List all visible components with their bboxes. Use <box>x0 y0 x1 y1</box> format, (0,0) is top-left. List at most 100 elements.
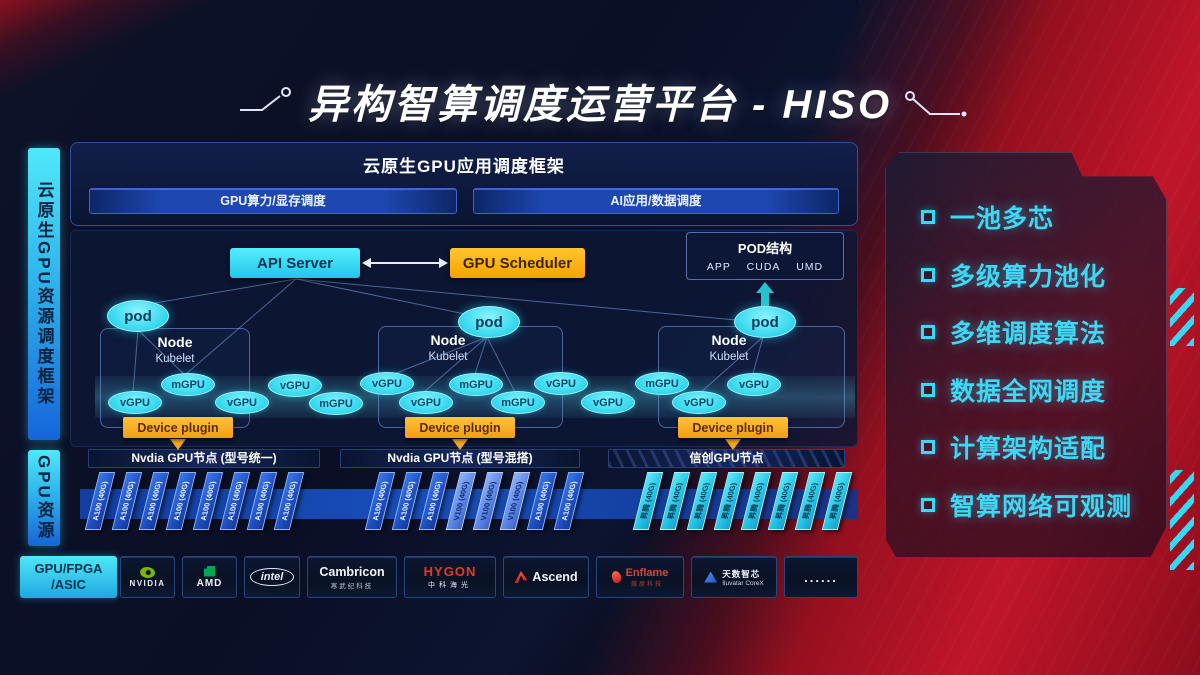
gpu-section-header-xinchuang: 信创GPU节点 <box>608 449 845 468</box>
gpu-compute-memory-scheduling-bar: GPU算力/显存调度 <box>89 188 457 214</box>
gpu-card-label: A100 (40G) <box>198 481 218 521</box>
gpu-card-group-3: 昇腾 (40G) 昇腾 (40G) 昇腾 (40G) 昇腾 (40G) 昇腾 (40G)… <box>632 472 870 534</box>
gpu-card-a100: A100 (40G) <box>418 472 450 530</box>
enflame-chinese-label: 燧原科技 <box>630 581 663 588</box>
gpu-card-label: V100 (40G) <box>505 481 525 521</box>
amd-logo-box: AMD <box>182 556 237 598</box>
sidebar-label-gpu-resource: GPU资源 <box>28 450 60 546</box>
gpu-card-label: 昇腾 (40G) <box>719 482 739 520</box>
feature-label: 智算网络可观测 <box>950 492 1133 521</box>
gpu-card-label: A100 (40G) <box>117 481 137 521</box>
gpu-card-a100: A100 (40G) <box>192 472 224 530</box>
vendor-logo-row: NVIDIA AMD intel Cambricon 寒武纪科技 HYGON 中科海光 Asc… <box>120 556 858 598</box>
gpu-card-a100: A100 (40G) <box>526 472 558 530</box>
gpu-card-xinchuang: 昇腾 (40G) <box>659 472 691 530</box>
gpu-card-label: 昇腾 (40G) <box>773 482 793 520</box>
gpu-card-a100: A100 (40G) <box>391 472 423 530</box>
iluvatar-logo-box: 天数智芯 Iluvatar CoreX <box>691 556 777 598</box>
ascend-wordmark: Ascend <box>532 570 578 584</box>
gpu-card-label: 昇腾 (40G) <box>827 482 847 520</box>
device-plugin-2: Device plugin <box>405 417 515 438</box>
feature-list: 一池多芯 多级算力池化 多维调度算法 数据全网调度 计算架构适配 智算网络可观测 <box>885 152 1167 558</box>
nvidia-eye-icon <box>140 566 155 578</box>
circuit-deco-left <box>240 87 291 111</box>
kubelet-label: Kubelet <box>428 351 468 363</box>
vgpu-ellipse-6: vGPU <box>360 372 414 395</box>
iluvatar-corex-label: Iluvatar CoreX <box>722 579 764 587</box>
gpu-section-header-uniform: Nvdia GPU节点 (型号统一) <box>88 449 320 468</box>
gpu-card-label: A100 (40G) <box>90 481 110 521</box>
ascend-logo-box: Ascend <box>503 556 589 598</box>
gpu-card-label: A100 (40G) <box>532 481 552 521</box>
gpu-card-v100: V100 (40G) <box>445 472 477 530</box>
device-plugin-3: Device plugin <box>678 417 788 438</box>
feature-panel: 一池多芯 多级算力池化 多维调度算法 数据全网调度 计算架构适配 智算网络可观测 <box>885 152 1167 558</box>
app-frame-title: 云原生GPU应用调度框架 <box>363 157 565 176</box>
pod-ellipse-3: pod <box>734 306 796 338</box>
gpu-card-a100: A100 (40G) <box>111 472 143 530</box>
iluvatar-triangle-icon <box>704 571 718 583</box>
mgpu-ellipse-8: mGPU <box>449 373 503 396</box>
api-server-box: API Server <box>230 248 360 278</box>
gpu-card-label: A100 (40G) <box>171 481 191 521</box>
gpu-card-a100: A100 (40G) <box>273 472 305 530</box>
gpu-scheduler-box: GPU Scheduler <box>450 248 585 278</box>
mgpu-ellipse-12: mGPU <box>635 372 689 395</box>
feature-label: 多级算力池化 <box>950 262 1107 291</box>
gpu-card-label: 昇腾 (40G) <box>665 482 685 520</box>
pod-ellipse-2: pod <box>458 306 520 338</box>
more-vendors-ellipsis: ...... <box>804 569 838 585</box>
hazard-stripe-deco-2 <box>1170 470 1194 570</box>
nvidia-wordmark: NVIDIA <box>129 578 166 588</box>
vgpu-ellipse-3: vGPU <box>215 391 269 414</box>
gpu-card-a100: A100 (40G) <box>553 472 585 530</box>
gpu-card-a100: A100 (40G) <box>165 472 197 530</box>
more-logo-box: ...... <box>784 556 858 598</box>
gpu-card-label: A100 (40G) <box>559 481 579 521</box>
gpu-card-label: A100 (40G) <box>144 481 164 521</box>
circuit-deco-right <box>905 91 967 117</box>
gpu-card-label: V100 (40G) <box>451 481 471 521</box>
gpu-card-xinchuang: 昇腾 (40G) <box>794 472 826 530</box>
gpu-card-label: A100 (40G) <box>225 481 245 521</box>
pod-ellipse-1: pod <box>107 300 169 332</box>
gpu-card-group-2: A100 (40G) A100 (40G) A100 (40G) V100 (40G)… <box>364 472 602 534</box>
cambricon-chinese-label: 寒武纪科技 <box>330 582 374 590</box>
feature-item-3: 多维调度算法 <box>921 314 1157 350</box>
gpu-card-a100: A100 (40G) <box>246 472 278 530</box>
nvidia-logo-box: NVIDIA <box>120 556 175 598</box>
enflame-wordmark: Enflame <box>625 566 669 579</box>
mgpu-ellipse-2: mGPU <box>161 373 215 396</box>
pod-item-umd: UMD <box>796 261 824 273</box>
feature-item-6: 智算网络可观测 <box>921 487 1157 523</box>
enflame-text-col: Enflame 燧原科技 <box>626 567 669 588</box>
gpu-card-label: 昇腾 (40G) <box>692 482 712 520</box>
gpu-card-label: 昇腾 (40G) <box>638 482 658 520</box>
iluvatar-text-col: 天数智芯 Iluvatar CoreX <box>722 568 764 587</box>
ascend-logo-inner: Ascend <box>514 570 578 584</box>
sidebar-label-cloud-native-gpu: 云原生GPU资源调度框架 <box>28 148 60 440</box>
amd-wordmark: AMD <box>196 577 223 589</box>
vgpu-ellipse-14: vGPU <box>727 373 781 396</box>
vgpu-ellipse-11: vGPU <box>581 391 635 414</box>
vgpu-ellipse-7: vGPU <box>399 391 453 414</box>
square-bullet-icon <box>921 497 935 512</box>
gpu-card-xinchuang: 昇腾 (40G) <box>713 472 745 530</box>
feature-item-4: 数据全网调度 <box>921 372 1157 408</box>
feature-label: 数据全网调度 <box>950 377 1107 406</box>
hygon-chinese-label: 中科海光 <box>428 582 472 589</box>
gpu-fpga-label-line2: /ASIC <box>51 577 86 592</box>
vgpu-ellipse-1: vGPU <box>108 391 162 414</box>
pod-structure-box: POD结构 APP CUDA UMD <box>686 232 844 280</box>
hygon-logo-box: HYGON 中科海光 <box>404 556 496 598</box>
gpu-card-group-1: A100 (40G) A100 (40G) A100 (40G) A100 (40G)… <box>84 472 322 534</box>
intel-logo-box: intel <box>244 556 300 598</box>
enflame-logo-inner: Enflame 燧原科技 <box>609 567 669 588</box>
vgpu-ellipse-13: vGPU <box>672 391 726 414</box>
gpu-card-xinchuang: 昇腾 (40G) <box>686 472 718 530</box>
iluvatar-chinese-wordmark: 天数智芯 <box>722 568 761 579</box>
gpu-card-label: A100 (40G) <box>252 481 272 521</box>
gpu-card-a100: A100 (40G) <box>138 472 170 530</box>
enflame-flame-icon <box>609 569 623 585</box>
feature-item-1: 一池多芯 <box>921 199 1157 235</box>
